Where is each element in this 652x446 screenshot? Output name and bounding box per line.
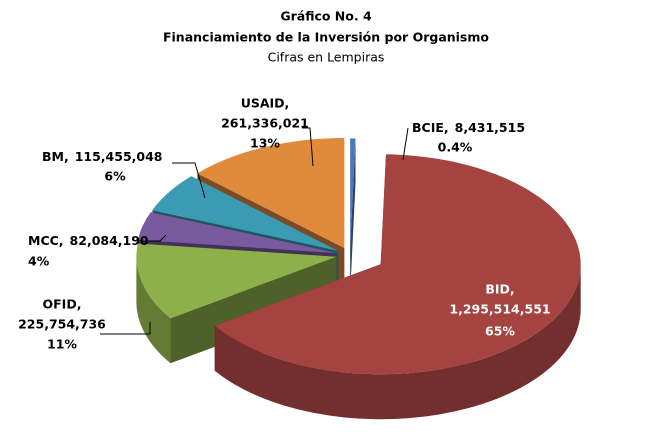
value-label: 225,754,736 xyxy=(18,317,106,332)
slice xyxy=(152,176,339,251)
chart-title: Gráfico No. 4 xyxy=(280,9,372,24)
value-label: 82,084,190 xyxy=(70,233,149,248)
chart-note: Cifras en Lempiras xyxy=(268,50,385,65)
percent-label: 6% xyxy=(104,169,126,184)
data-label: MCC, 82,084,190 xyxy=(28,233,149,248)
percent-label: 4% xyxy=(28,254,50,269)
leader-line xyxy=(402,127,409,161)
slice-side xyxy=(170,256,337,364)
value-label: 115,455,048 xyxy=(75,149,163,164)
data-label: BM, 115,455,048 xyxy=(42,149,163,164)
percent-label: 11% xyxy=(47,337,77,352)
value-label: 1,295,514,551 xyxy=(449,302,550,317)
value-label: 8,431,515 xyxy=(455,120,525,135)
category-label: USAID, xyxy=(241,96,290,111)
leader-line xyxy=(172,162,206,199)
slice xyxy=(137,212,337,254)
leader-line xyxy=(143,234,167,242)
category-label: MCC, xyxy=(28,233,64,248)
value-label: 261,336,021 xyxy=(221,116,309,131)
percent-label: 13% xyxy=(250,136,280,151)
slice-side xyxy=(350,138,356,294)
chart-subtitle: Financiamiento de la Inversión por Organ… xyxy=(163,30,489,45)
percent-label: 65% xyxy=(485,324,515,339)
slice-side xyxy=(214,264,581,420)
slice xyxy=(350,138,356,249)
category-label: OFID, xyxy=(43,297,82,312)
category-label: BID, xyxy=(485,282,514,297)
percent-label: 0.4% xyxy=(438,140,473,155)
leader-line xyxy=(302,127,314,167)
category-label: BM, xyxy=(42,149,69,164)
slice-side xyxy=(136,256,171,364)
slice xyxy=(197,137,345,248)
data-label: BCIE, 8,431,515 xyxy=(412,120,525,135)
category-label: BCIE, xyxy=(412,120,449,135)
slice xyxy=(136,243,337,319)
leader-line xyxy=(100,322,151,335)
slice xyxy=(214,154,581,375)
